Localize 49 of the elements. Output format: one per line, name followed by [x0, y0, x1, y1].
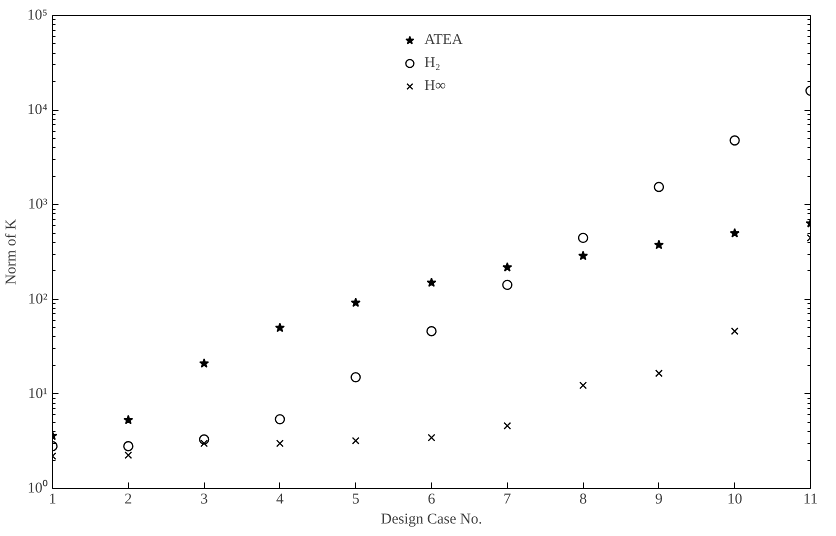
point	[350, 298, 361, 308]
point	[654, 182, 664, 192]
x-tick-label: 9	[655, 492, 663, 508]
x-tick-label: 10	[727, 492, 742, 508]
legend-label: ATEA	[424, 32, 463, 48]
x-tick-label: 3	[200, 492, 208, 508]
point	[274, 322, 285, 332]
y-tick-label: 10²	[28, 291, 48, 308]
point	[502, 280, 512, 290]
x-tick-label: 2	[124, 492, 132, 508]
point	[428, 434, 436, 442]
point	[730, 228, 740, 238]
point	[655, 369, 663, 378]
point	[578, 232, 588, 244]
y-tick-label: 10⁵	[27, 8, 48, 24]
y-tick-label: 10³	[28, 196, 48, 213]
point	[199, 358, 210, 368]
point	[276, 440, 284, 448]
x-tick-label: 5	[352, 492, 360, 508]
y-tick-label: 10⁴	[27, 102, 48, 118]
point	[198, 434, 210, 445]
point	[123, 414, 134, 424]
point	[352, 436, 360, 445]
point	[579, 382, 587, 390]
point	[274, 414, 286, 424]
point	[124, 451, 132, 460]
x-axis-title: Design Case No.	[380, 512, 482, 528]
x-tick-label: 4	[276, 492, 284, 508]
point	[503, 422, 512, 430]
y-axis-title: Norm of K	[3, 218, 20, 285]
point	[654, 240, 664, 250]
point	[426, 277, 436, 287]
x-tick-label: 1	[48, 492, 56, 508]
x-tick-label: 6	[428, 492, 436, 508]
point	[730, 327, 739, 336]
point	[426, 326, 437, 336]
x-tick-label: 11	[803, 492, 818, 508]
point	[730, 135, 740, 146]
legend-label: H₂	[424, 54, 442, 72]
x-tick-label: 7	[504, 492, 512, 508]
y-tick-label: 10¹	[28, 386, 48, 402]
y-tick-label: 10⁰	[28, 480, 48, 496]
x-tick-label: 8	[579, 492, 587, 508]
point	[578, 250, 588, 260]
point	[350, 372, 361, 382]
point	[200, 440, 208, 448]
legend-label: H∞	[424, 78, 446, 94]
point	[123, 441, 134, 452]
point	[502, 262, 512, 272]
